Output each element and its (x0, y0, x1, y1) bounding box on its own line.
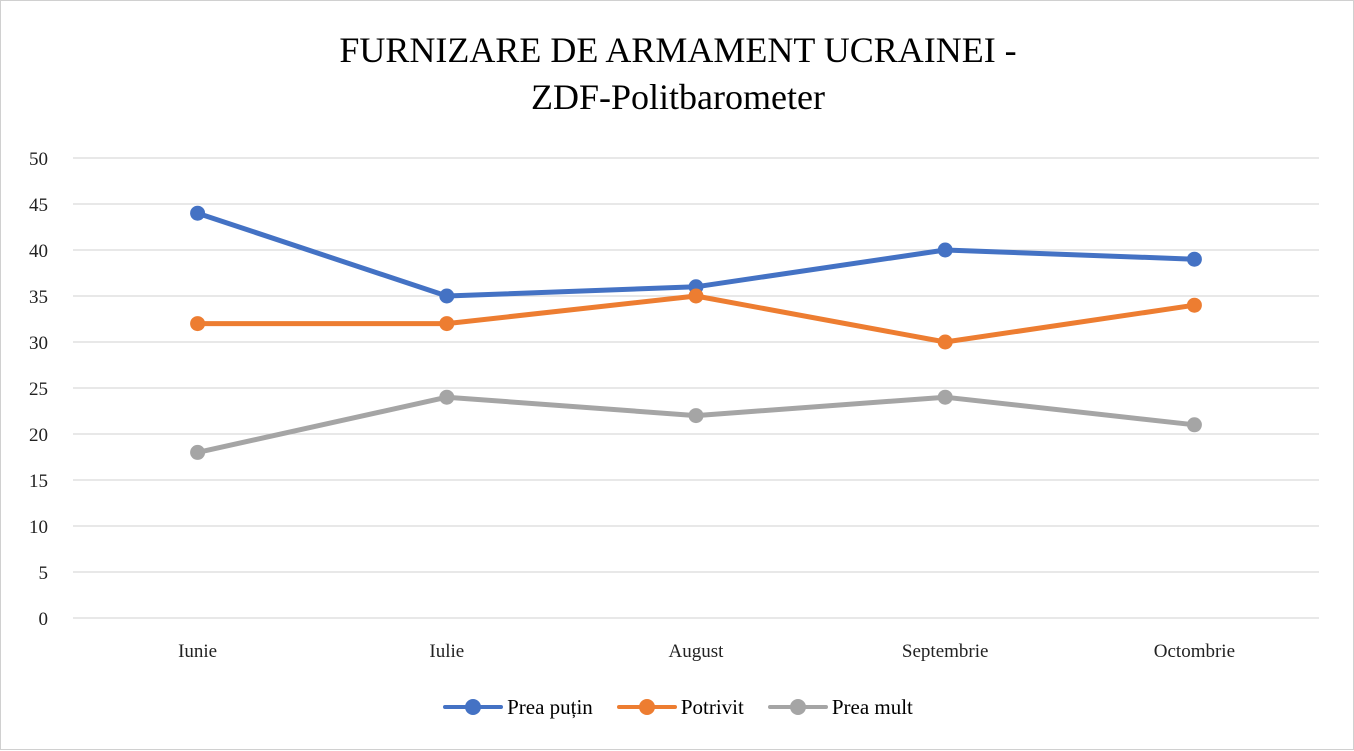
gridlines (73, 157, 1319, 619)
data-point-prea-mult-iulie (439, 389, 455, 405)
y-tick-label: 0 (39, 609, 49, 630)
y-tick-label: 30 (29, 333, 48, 354)
x-tick-label-iunie: Iunie (178, 641, 217, 662)
legend-label-prea-putin: Prea puțin (507, 694, 593, 719)
y-tick-label: 45 (29, 195, 48, 216)
x-tick-label-septembrie: Septembrie (902, 641, 989, 662)
x-tick-label-august: August (669, 641, 725, 662)
data-point-potrivit-septembrie (937, 334, 953, 350)
legend-swatch-prea-mult (767, 698, 828, 716)
y-tick-label: 5 (39, 563, 49, 584)
legend-label-prea-mult: Prea mult (831, 694, 913, 719)
x-tick-label-iulie: Iulie (429, 641, 464, 662)
data-point-prea-putin-iunie (190, 205, 206, 221)
y-tick-label: 35 (29, 287, 48, 308)
y-tick-label: 25 (29, 379, 48, 400)
data-point-potrivit-iulie (439, 316, 455, 332)
legend-item-prea-mult: Prea mult (767, 694, 913, 720)
chart-title-line-1: FURNIZARE DE ARMAMENT UCRAINEI - (339, 30, 1017, 70)
legend-marker-potrivit (638, 699, 655, 715)
legend: Prea puțin Potrivit Prea mult (1, 689, 1354, 725)
data-point-prea-putin-octombrie (1186, 251, 1202, 267)
y-tick-label: 20 (29, 425, 48, 446)
data-point-potrivit-august (688, 288, 704, 304)
legend-label-potrivit: Potrivit (680, 694, 744, 719)
legend-item-prea-putin: Prea puțin (443, 695, 593, 720)
data-point-potrivit-iunie (190, 316, 206, 332)
legend-marker-prea-putin (465, 699, 482, 715)
data-point-prea-putin-iulie (439, 288, 455, 304)
y-tick-label: 40 (29, 241, 48, 262)
data-point-prea-mult-octombrie (1186, 417, 1202, 433)
legend-swatch-potrivit (616, 698, 677, 716)
x-axis-ticks: Iunie Iulie August Septembrie Octombrie (178, 641, 1235, 662)
legend-marker-prea-mult (789, 699, 806, 715)
legend-item-potrivit: Potrivit (616, 694, 744, 720)
data-point-prea-putin-septembrie (937, 242, 953, 258)
data-point-prea-mult-iunie (190, 444, 206, 460)
y-tick-label: 50 (29, 149, 48, 170)
data-point-prea-mult-august (688, 408, 704, 424)
chart-title: FURNIZARE DE ARMAMENT UCRAINEI - ZDF-Pol… (1, 27, 1354, 121)
y-axis-ticks: 0 5 10 15 20 25 30 35 40 45 50 (29, 149, 48, 630)
legend-swatch-prea-putin (443, 698, 504, 716)
data-point-potrivit-octombrie (1186, 297, 1202, 313)
chart-title-line-2: ZDF-Politbarometer (531, 77, 825, 117)
series-line-prea-mult (195, 394, 1197, 455)
y-tick-label: 15 (29, 471, 48, 492)
data-point-prea-mult-septembrie (937, 389, 953, 405)
x-tick-label-octombrie: Octombrie (1154, 641, 1235, 662)
series-group (190, 205, 1202, 460)
y-tick-label: 10 (29, 517, 48, 538)
